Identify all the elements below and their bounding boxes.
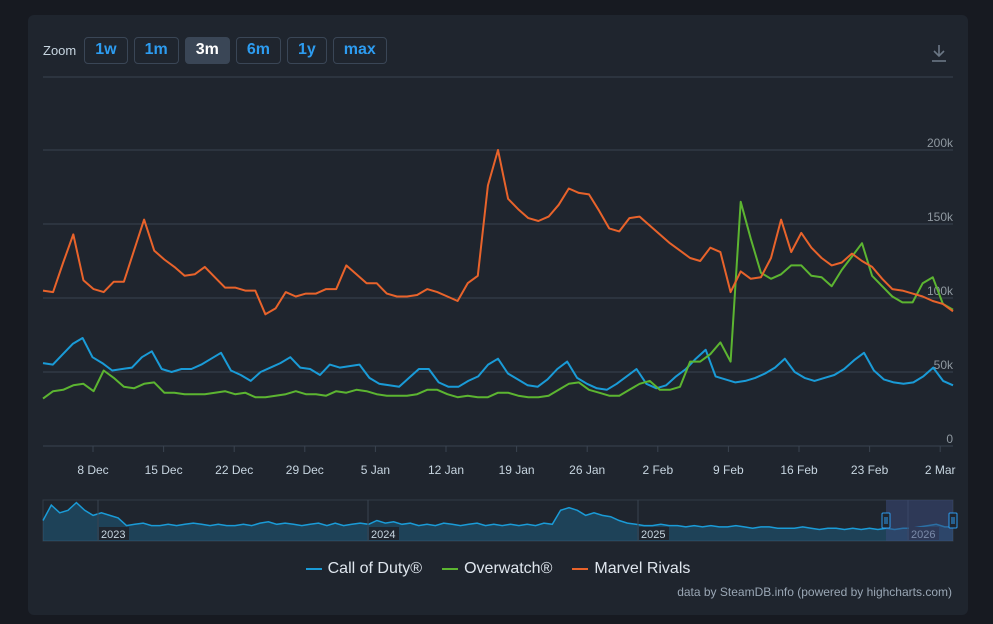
zoom-1y-button[interactable]: 1y [286, 36, 327, 64]
series-line-overwatch [42, 200, 954, 400]
navigator [42, 499, 954, 542]
y-tick-label: 100k [927, 284, 954, 298]
x-tick-label: 12 Jan [428, 463, 464, 477]
legend-item-overwatch[interactable]: Overwatch® [442, 560, 552, 578]
download-icon[interactable] [930, 43, 948, 63]
line-chart: 0 50k 100k 150k 200k 8 Dec 15 Dec 22 Dec 29 Dec 5… [42, 76, 958, 542]
chart-card: Zoom 1w 1m 3m 6m 1y max 0 50k 100k 150k 200k… [28, 15, 968, 615]
navigator-area [43, 502, 953, 541]
navigator-label-bg [99, 527, 129, 540]
zoom-1w-button[interactable]: 1w [84, 36, 128, 64]
legend: Call of Duty® Overwatch® Marvel Rivals [28, 560, 968, 578]
zoom-1m-button[interactable]: 1m [133, 36, 179, 64]
navigator-year-label: 2023 [101, 529, 125, 541]
zoom-bar: Zoom 1w 1m 3m 6m 1y max [43, 35, 387, 65]
y-tick-label: 0 [946, 432, 953, 446]
legend-item-marvel-rivals[interactable]: Marvel Rivals [572, 560, 690, 578]
y-tick-label: 200k [927, 136, 954, 150]
zoom-label: Zoom [43, 42, 77, 58]
legend-symbol [305, 568, 322, 570]
navigator-label-bg [639, 527, 669, 540]
navigator-label-bg [369, 527, 399, 540]
zoom-3m-button[interactable]: 3m [184, 36, 230, 64]
legend-label: Call of Duty® [327, 560, 423, 577]
series-line-marvel-rivals [42, 149, 954, 316]
navigator-selection[interactable] [886, 500, 953, 541]
navigator-line [42, 501, 953, 531]
x-tick-label: 8 Dec [77, 463, 108, 477]
x-tick-label: 15 Dec [145, 463, 183, 477]
x-tick-label: 2 Feb [642, 463, 673, 477]
x-tick-label: 26 Jan [569, 463, 605, 477]
navigator-handle-left[interactable] [881, 512, 891, 529]
x-tick-label: 2 Mar [925, 463, 956, 477]
legend-symbol [572, 568, 589, 570]
zoom-6m-button[interactable]: 6m [235, 36, 281, 64]
x-tick-label: 9 Feb [713, 463, 744, 477]
credits[interactable]: data by SteamDB.info (powered by highcha… [677, 585, 952, 599]
x-tick-label: 16 Feb [780, 463, 818, 477]
x-tick-label: 5 Jan [361, 463, 390, 477]
zoom-max-button[interactable]: max [332, 36, 387, 64]
navigator-year-label: 2024 [371, 529, 395, 541]
x-tick-label: 23 Feb [851, 463, 889, 477]
legend-label: Overwatch® [464, 560, 553, 577]
legend-item-call-of-duty[interactable]: Call of Duty® [305, 560, 423, 578]
x-tick-label: 29 Dec [286, 463, 324, 477]
navigator-year-label: 2025 [641, 529, 665, 541]
x-tick-label: 19 Jan [499, 463, 535, 477]
y-tick-label: 50k [934, 358, 954, 372]
series-line-call-of-duty [42, 337, 954, 391]
legend-label: Marvel Rivals [594, 560, 691, 577]
x-tick-label: 22 Dec [215, 463, 253, 477]
legend-symbol [442, 568, 459, 570]
y-tick-label: 150k [927, 210, 954, 224]
navigator-handle-right[interactable] [948, 512, 958, 529]
